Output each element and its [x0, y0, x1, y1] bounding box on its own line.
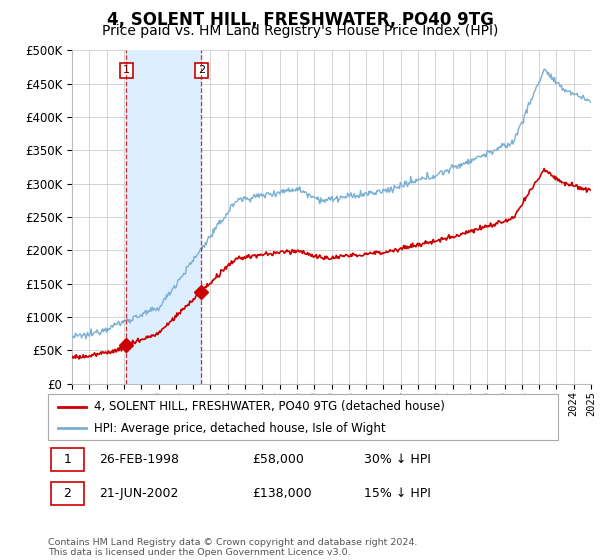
Text: 21-JUN-2002: 21-JUN-2002 [99, 487, 178, 500]
Text: £58,000: £58,000 [252, 453, 304, 466]
Text: 4, SOLENT HILL, FRESHWATER, PO40 9TG: 4, SOLENT HILL, FRESHWATER, PO40 9TG [107, 11, 493, 29]
Text: £138,000: £138,000 [252, 487, 311, 500]
Text: 30% ↓ HPI: 30% ↓ HPI [364, 453, 431, 466]
Text: Contains HM Land Registry data © Crown copyright and database right 2024.
This d: Contains HM Land Registry data © Crown c… [48, 538, 418, 557]
Text: 1: 1 [64, 453, 71, 466]
Bar [50, 482, 83, 505]
Text: 26-FEB-1998: 26-FEB-1998 [99, 453, 179, 466]
Text: Price paid vs. HM Land Registry's House Price Index (HPI): Price paid vs. HM Land Registry's House … [102, 24, 498, 38]
Text: 4, SOLENT HILL, FRESHWATER, PO40 9TG (detached house): 4, SOLENT HILL, FRESHWATER, PO40 9TG (de… [94, 400, 445, 413]
Bar [127, 50, 201, 384]
Text: HPI: Average price, detached house, Isle of Wight: HPI: Average price, detached house, Isle… [94, 422, 386, 435]
Text: 2: 2 [64, 487, 71, 500]
Text: 15% ↓ HPI: 15% ↓ HPI [364, 487, 431, 500]
Bar [50, 449, 83, 471]
Text: 1: 1 [123, 66, 130, 76]
Text: 2: 2 [197, 66, 205, 76]
